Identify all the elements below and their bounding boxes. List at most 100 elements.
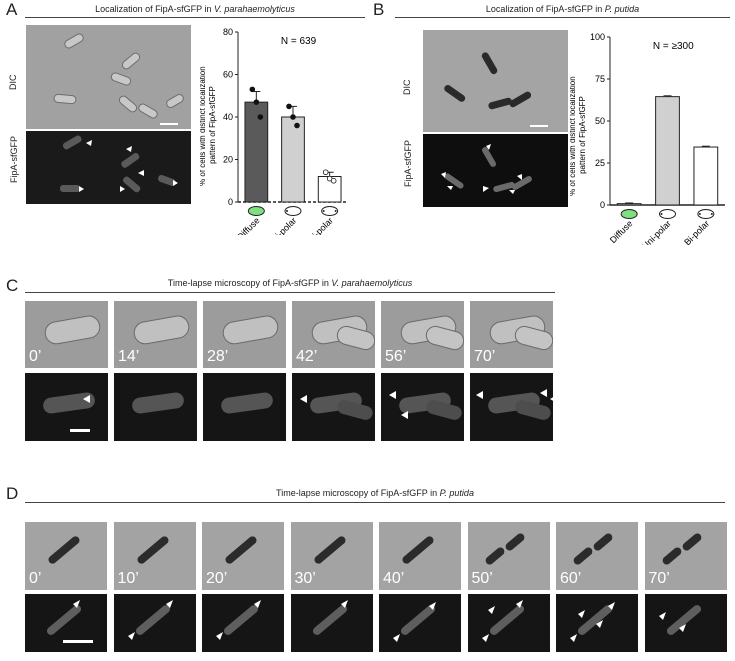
panel-c-dic-cells-2 — [222, 315, 279, 345]
chart-b-xtick-label-2: Bi-polar — [682, 218, 711, 245]
panel-d-dic-frame-2: 20’ — [202, 522, 284, 590]
panel-d-gfp-frame-7 — [644, 594, 727, 652]
panel-d-gfp-frame-1 — [113, 594, 196, 652]
chart-b-ytick-label-1: 25 — [595, 158, 605, 168]
panel-b-title-line — [395, 17, 730, 18]
panel-c-gfp-cells-4 — [389, 391, 462, 420]
chart-b: % of cells with distinct localization pa… — [570, 32, 725, 245]
arrowhead-d-6-2 — [578, 610, 585, 618]
arrowhead-c-4-1 — [401, 411, 408, 419]
arrowhead-d-6-3 — [596, 620, 603, 628]
cell-d-dic-2-1 — [225, 536, 257, 564]
panel-c-gfp-frame-5 — [470, 373, 553, 441]
panel-c-title-line — [25, 292, 555, 293]
panel-d-dic-frame-4: 40’ — [379, 522, 461, 590]
panel-c-dic-frame-5: 70’ — [470, 301, 553, 368]
scale-bar-a — [160, 123, 178, 125]
panel-d-title: Time-lapse microscopy of FipA-sfGFP in P… — [276, 488, 474, 498]
chart-a-ytick-label-3: 60 — [223, 70, 233, 80]
chart-b-cell-icon-0 — [620, 209, 638, 219]
arrowhead-d-6-0 — [608, 602, 615, 610]
channel-label-gfp-b: FipA-sfGFP — [403, 139, 413, 187]
arrowhead-c-3-0 — [300, 395, 307, 403]
chart-a-pole-dot-1 — [286, 210, 288, 212]
cell-d-gfp-6 — [577, 605, 613, 635]
panel-b-title: Localization of FipA-sfGFP in P. putida — [485, 4, 640, 14]
chart-b-pole-dot-1 — [660, 213, 663, 215]
cell-c-gfp-3-2 — [337, 400, 373, 420]
cell-d-dic-4-1 — [402, 536, 434, 564]
panel-c-dic-cells-0 — [44, 315, 101, 345]
chart-a-point-1-0 — [286, 103, 292, 110]
panel-c-dic-cells-5 — [489, 315, 553, 351]
cell-c-dic-2-1 — [222, 315, 279, 345]
panel-c-gfp-frame-1 — [114, 373, 197, 441]
micrograph-gfp-a — [26, 131, 191, 204]
panel-d-dic-cells-5 — [485, 533, 524, 565]
chart-a-ylabel-line1: % of cells with distinct localization — [200, 66, 207, 186]
chart-a-ylabel: % of cells with distinct localization pa… — [200, 64, 217, 186]
cell-d-gfp-4 — [400, 605, 436, 635]
cell-d-gfp-1 — [135, 605, 170, 635]
chart-b-cell-icon-1 — [659, 209, 676, 219]
arrowhead-c-4-0 — [389, 391, 396, 399]
cell-d-dic-5-1 — [485, 547, 504, 565]
chart-b-cell-icon-2 — [697, 209, 715, 219]
panel-label-b: B — [373, 0, 385, 19]
panel-d-dic-cells-2 — [225, 536, 257, 564]
cell-c-dic-5-2 — [514, 325, 553, 351]
arrowhead-c-5-1 — [540, 389, 547, 397]
panel-c-time-label-5: 70’ — [474, 348, 496, 365]
cell-d-gfp-0 — [46, 605, 82, 635]
panel-d-gfp-cells-5 — [481, 600, 524, 642]
panel-d-time-label-6: 60’ — [560, 570, 582, 587]
panel-d-time-label-2: 20’ — [206, 570, 228, 587]
arrowhead-d-0-0 — [73, 600, 80, 608]
panel-d-gfp-cells-1 — [127, 600, 173, 640]
cell-c-gfp-0-1 — [43, 392, 95, 414]
panel-d-time-label-1: 10’ — [117, 570, 139, 587]
cell-d-gfp-7 — [666, 605, 701, 635]
arrowhead-d-2-0 — [254, 600, 261, 608]
panel-c-dic-frame-0: 0’ — [25, 301, 108, 368]
panel-d-dic-frame-5: 50’ — [467, 522, 550, 590]
chart-b-xtick-label-0: Diffuse — [608, 218, 635, 245]
chart-b-ylabel-line2: pattern of FipA-sfGFP — [578, 96, 587, 174]
arrowhead-c-5-0 — [476, 391, 483, 399]
chart-b-ytick-label-3: 75 — [595, 74, 605, 84]
panel-d-time-label-7: 70’ — [648, 570, 670, 587]
arrowhead-d-6-1 — [570, 634, 577, 642]
panel-d-gfp-cells-0 — [46, 600, 82, 635]
chart-a-point-0-0 — [249, 86, 256, 93]
panel-d-dic-cells-7 — [662, 533, 701, 565]
chart-a-xtick-label-1: Uni-polar — [266, 215, 299, 235]
cell-d-gfp-2 — [223, 605, 259, 635]
arrowhead-c-0-0 — [83, 395, 90, 403]
panel-c-title: Time-lapse microscopy of FipA-sfGFP in V… — [167, 278, 413, 288]
panel-d-title-line — [25, 502, 725, 503]
panel-label-a: A — [6, 0, 18, 19]
channel-label-dic-b: DIC — [402, 79, 412, 96]
chart-b-ytick-label-0: 0 — [600, 200, 605, 210]
chart-b-pole-dot-2a — [698, 213, 701, 215]
chart-a-ytick-label-0: 0 — [228, 197, 233, 207]
panel-c-gfp-cells-5 — [476, 389, 553, 420]
arrowhead-d-1-1 — [127, 632, 135, 640]
panel-d-gfp-cells-6 — [570, 602, 615, 642]
chart-a-xtick-label-2: Bi-polar — [306, 215, 335, 235]
chart-b-bar-0 — [616, 203, 642, 206]
channel-label-gfp-a: FipA-sfGFP — [9, 135, 19, 183]
panel-d-gfp-frame-5 — [467, 594, 550, 652]
cell-d-dic-7-2 — [682, 533, 701, 551]
chart-a-plot: 0 20 40 60 80 N = 639 Diffuse Uni-polar Bi-polar — [223, 27, 348, 235]
panel-d-dic-frame-1: 10’ — [113, 522, 196, 590]
panel-c-gfp-frame-4 — [381, 373, 464, 441]
panel-c-time-label-4: 56’ — [385, 348, 407, 365]
panel-c-gfp-frame-2 — [203, 373, 286, 441]
micrograph-dic-b — [423, 30, 568, 132]
panel-d-time-label-4: 40’ — [383, 570, 405, 587]
arrowhead-d-4-0 — [429, 602, 436, 610]
panel-c-dic-frame-2: 28’ — [203, 301, 286, 368]
chart-a-bar-0 — [244, 101, 269, 203]
arrowhead-d-5-0 — [515, 600, 523, 608]
